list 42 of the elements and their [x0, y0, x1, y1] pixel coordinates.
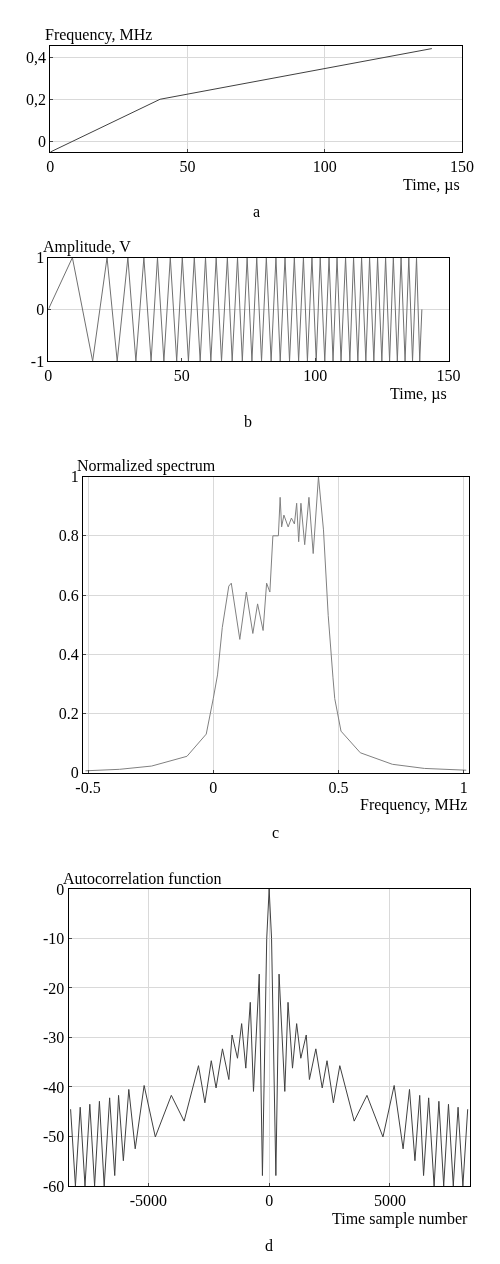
line-series — [85, 476, 467, 772]
text: d — [265, 1237, 273, 1254]
y-tick-label: 0.6 — [58, 586, 79, 604]
y-tick-label: 0.8 — [58, 527, 79, 545]
y-tick-label: 1 — [70, 468, 79, 486]
text: a — [253, 203, 261, 220]
x-tick-label: 0 — [265, 1192, 274, 1210]
x-tick-label: 50 — [179, 158, 196, 176]
y-tick-label: 0,4 — [26, 48, 47, 66]
y-tick-label: -20 — [43, 979, 65, 997]
y-tick-label: -50 — [43, 1128, 65, 1146]
y-tick-label: 0.2 — [58, 704, 79, 722]
x-axis-title: Time, µs — [390, 385, 447, 403]
y-axis-title: Autocorrelation function — [63, 870, 222, 887]
y-axis-title: Frequency, MHz — [45, 26, 153, 44]
y-tick-label: 0 — [38, 133, 47, 151]
y-axis-title: Amplitude, V — [43, 238, 132, 256]
x-axis-title: Frequency, MHz — [360, 796, 468, 814]
x-tick-label: 5000 — [373, 1192, 406, 1210]
x-tick-label: -5000 — [129, 1192, 167, 1210]
x-tick-label: 0.5 — [328, 778, 349, 796]
x-tick-label: 150 — [450, 158, 475, 176]
x-axis-title: Time sample number — [332, 1210, 469, 1228]
x-tick-label: 100 — [312, 158, 337, 176]
y-tick-label: -60 — [43, 1177, 65, 1195]
x-tick-label: 0 — [209, 778, 218, 796]
y-tick-label: -40 — [43, 1078, 65, 1096]
y-tick-label: -1 — [30, 352, 45, 370]
y-tick-label: 0.4 — [58, 645, 79, 663]
x-tick-label: 150 — [436, 367, 461, 385]
y-tick-label: -30 — [43, 1029, 65, 1047]
y-tick-label: 0 — [36, 300, 45, 318]
x-tick-label: 100 — [303, 367, 328, 385]
text: c — [272, 824, 280, 841]
line-series — [70, 888, 469, 1186]
text: b — [244, 413, 252, 430]
x-tick-label: 1 — [459, 778, 468, 796]
y-tick-label: -10 — [43, 930, 65, 948]
x-tick-label: 50 — [173, 367, 190, 385]
y-tick-label: 0,2 — [26, 90, 47, 108]
y-axis-title: Normalized spectrum — [77, 457, 216, 475]
x-axis-title: Time, µs — [403, 176, 460, 194]
